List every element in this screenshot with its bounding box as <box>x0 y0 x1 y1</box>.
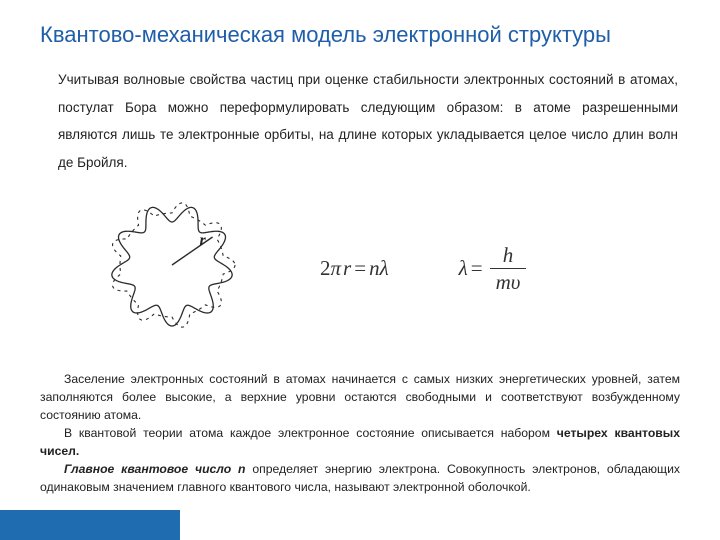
eq2-lambda: λ <box>459 256 468 281</box>
eq1-two: 2 <box>320 256 331 281</box>
footer-accent-bar <box>0 510 180 540</box>
radius-label: r <box>200 232 207 249</box>
eq2-denominator: mυ <box>490 270 527 294</box>
equation-circumference: 2 π r = n λ <box>320 256 389 281</box>
paragraph-body: Заселение электронных состояний в атомах… <box>40 370 680 496</box>
equation-de-broglie: λ = h mυ <box>459 243 531 294</box>
eq2-fraction: h mυ <box>490 243 527 294</box>
eq1-n: n <box>369 256 380 281</box>
eq2-equals: = <box>471 256 483 281</box>
de-broglie-orbit-diagram: r <box>100 195 250 335</box>
eq1-equals: = <box>354 256 366 281</box>
para2-p2: В квантовой теории атома каждое электрон… <box>40 424 680 460</box>
page-title: Квантово-механическая модель электронной… <box>40 22 690 48</box>
paragraph-intro: Учитывая волновые свойства частиц при оц… <box>58 66 678 177</box>
fraction-bar <box>490 268 527 269</box>
equations: 2 π r = n λ λ = h mυ <box>320 243 530 294</box>
eq1-lambda: λ <box>380 256 389 281</box>
figure-row: r 2 π r = n λ λ = h mυ <box>0 195 720 335</box>
eq1-pi: π <box>331 256 342 281</box>
para2-p3: Главное квантовое число n определяет эне… <box>40 460 680 496</box>
slide: Квантово-механическая модель электронной… <box>0 0 720 540</box>
para2-p1: Заселение электронных состояний в атомах… <box>40 370 680 424</box>
eq2-numerator: h <box>497 243 520 267</box>
eq1-r: r <box>343 256 351 281</box>
